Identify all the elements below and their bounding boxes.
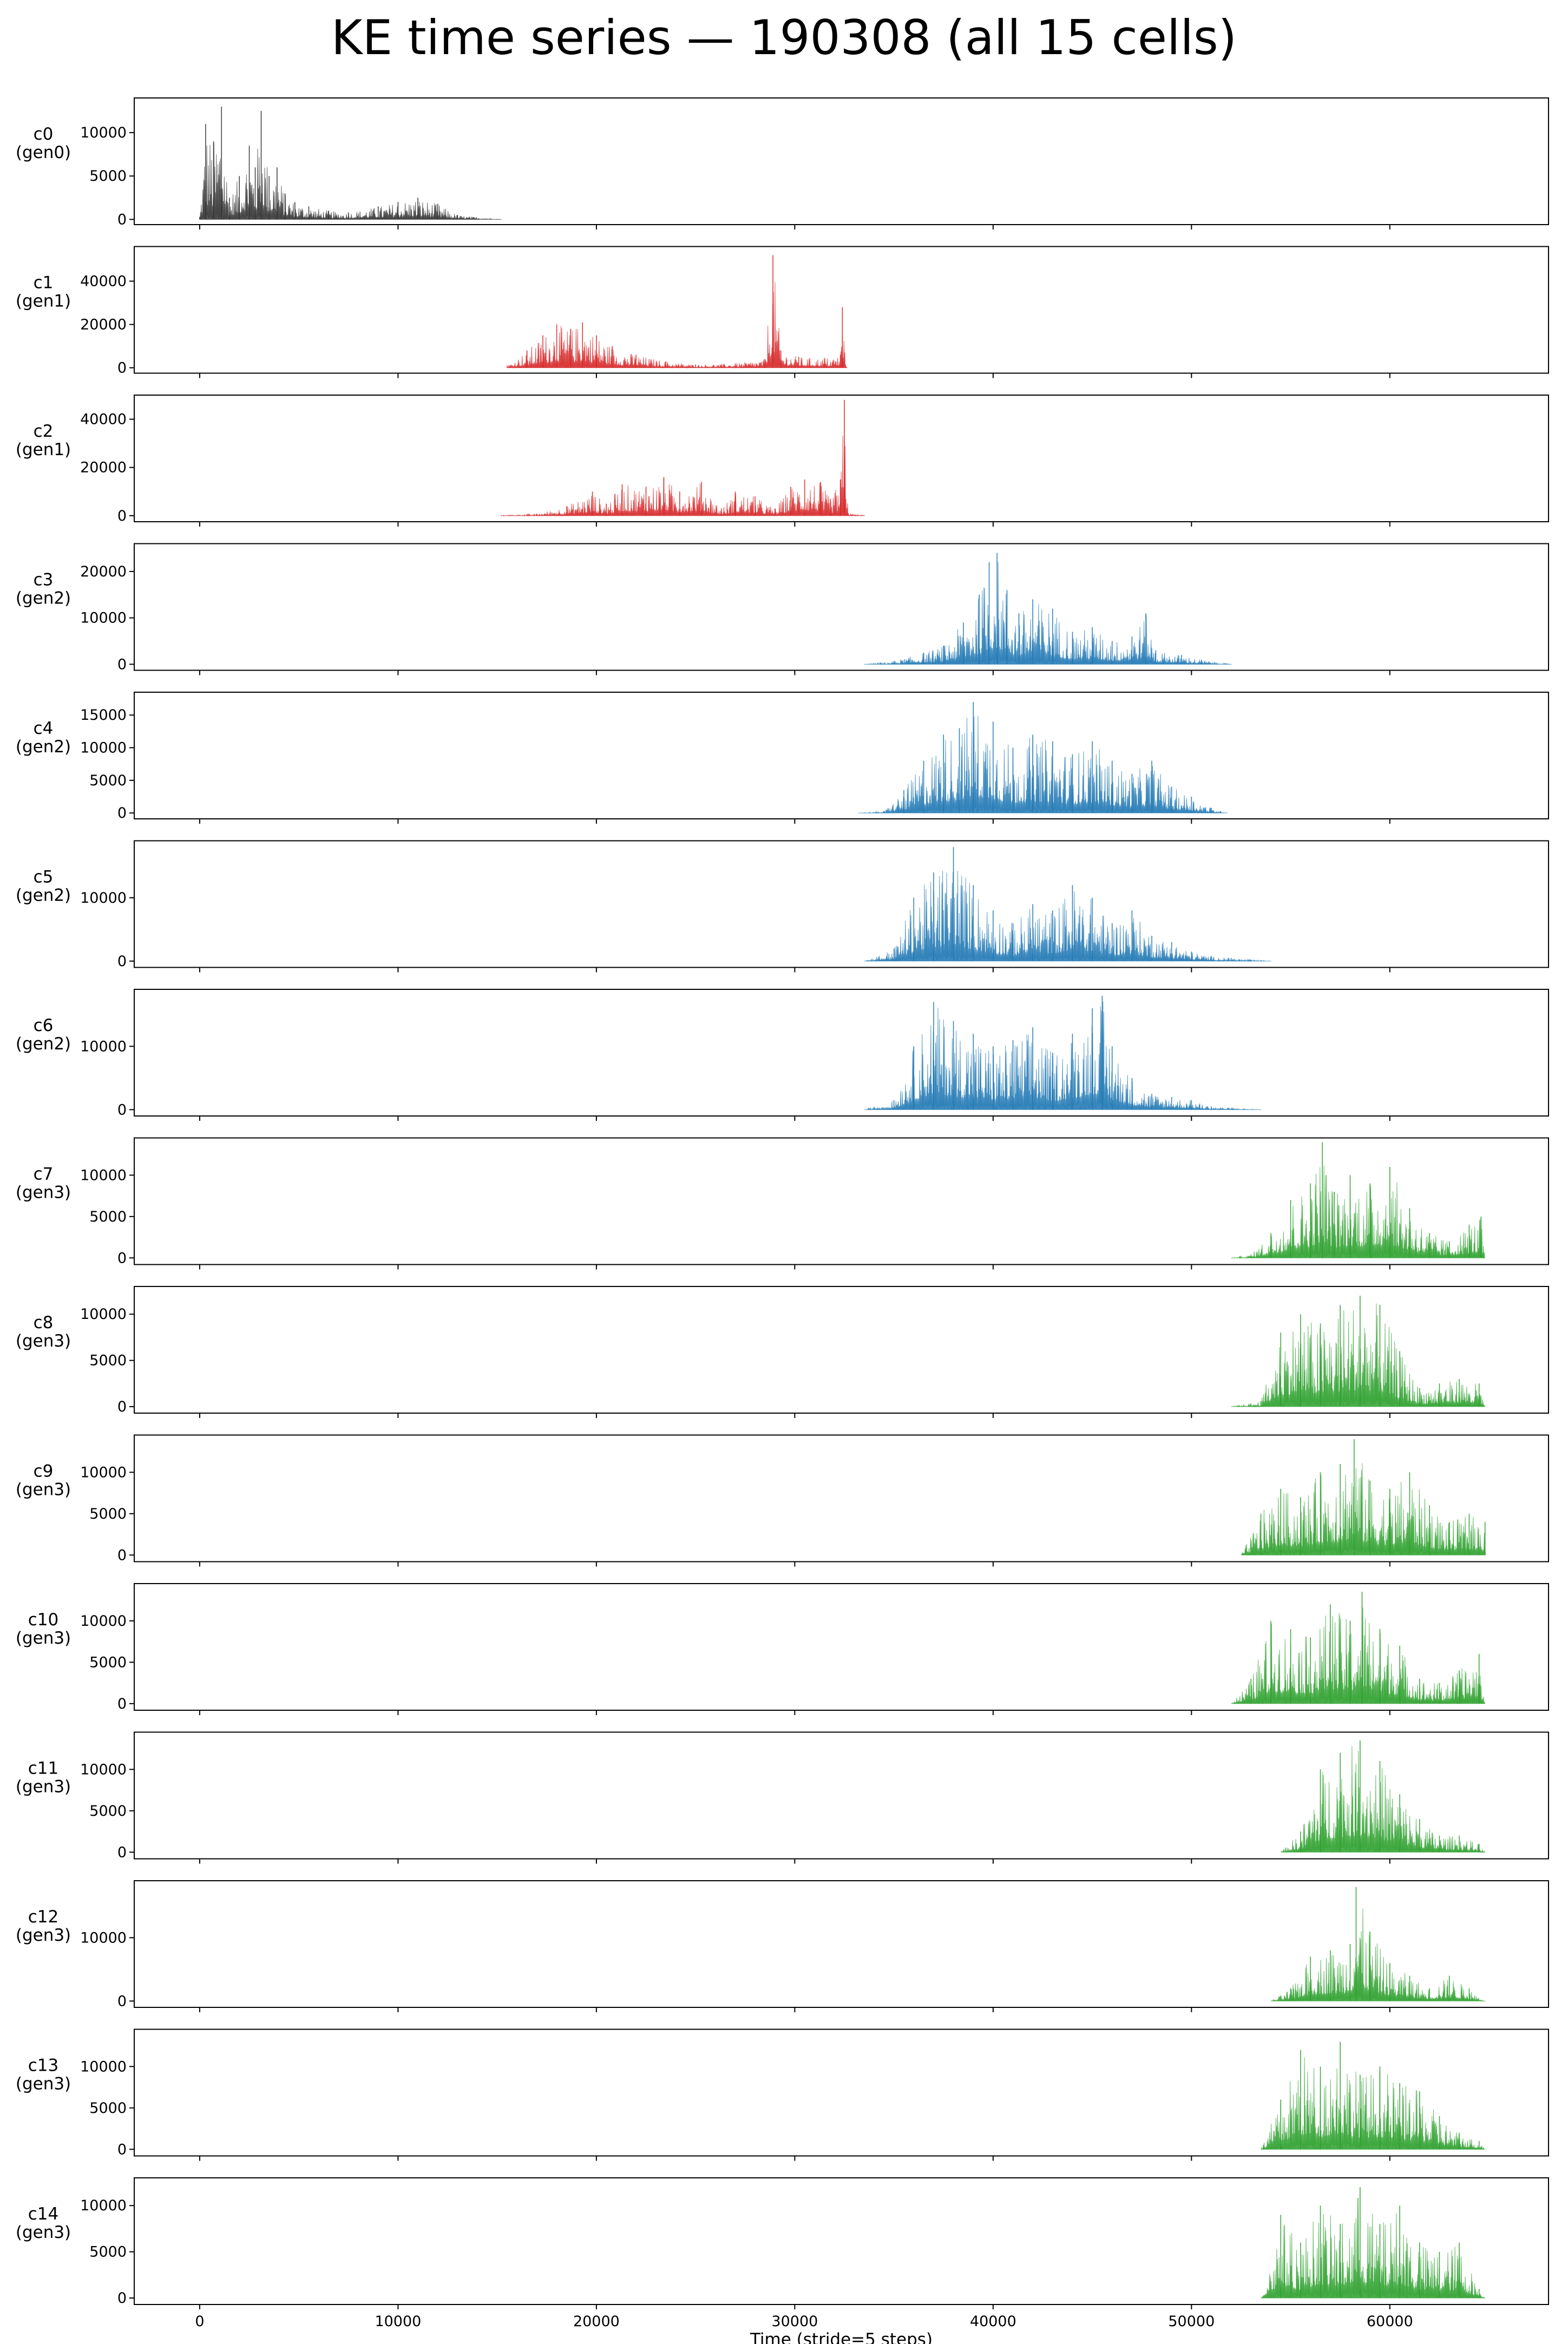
ytick-label-c14-0: 0 — [117, 2290, 127, 2307]
series-c9 — [1241, 1463, 1486, 1555]
panel-frame-c3 — [134, 543, 1549, 671]
panel-frame-c11 — [134, 1731, 1549, 1860]
ytick-label-c8-5000: 5000 — [89, 1352, 127, 1369]
panel-label-c13: c13 (gen3) — [16, 2056, 71, 2094]
panel-frame-c14 — [134, 2177, 1549, 2305]
panel-label-c10: c10 (gen3) — [16, 1610, 71, 1648]
panel-frame-c7 — [134, 1137, 1549, 1265]
ytick-label-c10-5000: 5000 — [89, 1654, 127, 1671]
panel-frame-c8 — [134, 1286, 1549, 1414]
xtick-label-10000: 10000 — [375, 2313, 421, 2330]
ytick-label-c5-10000: 10000 — [80, 890, 127, 907]
panel-frame-c2 — [134, 395, 1549, 522]
xtick-label-40000: 40000 — [970, 2313, 1016, 2330]
ytick-label-c3-10000: 10000 — [80, 610, 127, 627]
series-c4 — [858, 715, 1228, 814]
panel-frame-c10 — [134, 1583, 1549, 1711]
series-c2 — [501, 435, 865, 517]
panel-label-c7: c7 (gen3) — [16, 1165, 71, 1203]
panel-frame-c12 — [134, 1880, 1549, 2008]
ytick-label-c0-5000: 5000 — [89, 168, 127, 185]
panel-label-c11: c11 (gen3) — [16, 1759, 71, 1797]
xtick-label-30000: 30000 — [771, 2313, 818, 2330]
ytick-label-c1-20000: 20000 — [80, 317, 127, 333]
ytick-label-c3-20000: 20000 — [80, 563, 127, 580]
ytick-label-c11-5000: 5000 — [89, 1803, 127, 1820]
ytick-label-c9-10000: 10000 — [80, 1464, 127, 1481]
panel-label-c1: c1 (gen1) — [16, 273, 71, 311]
panel-label-c0: c0 (gen0) — [16, 124, 71, 162]
series-c0 — [199, 143, 502, 221]
ytick-label-c1-0: 0 — [117, 360, 127, 377]
panel-frame-c5 — [134, 840, 1549, 968]
series-c13 — [1261, 2057, 1486, 2151]
ytick-label-c8-0: 0 — [117, 1398, 127, 1415]
xtick-label-0: 0 — [195, 2313, 204, 2330]
ytick-label-c5-0: 0 — [117, 953, 127, 970]
ytick-label-c0-10000: 10000 — [80, 124, 127, 141]
x-axis-label: Time (stride=5 steps) — [750, 2330, 933, 2344]
ytick-label-c14-10000: 10000 — [80, 2197, 127, 2214]
ytick-label-c7-0: 0 — [117, 1250, 127, 1266]
panel-label-c9: c9 (gen3) — [16, 1462, 71, 1500]
ytick-label-c10-0: 0 — [117, 1696, 127, 1712]
ytick-label-c14-5000: 5000 — [89, 2244, 127, 2261]
panel-frame-c13 — [134, 2028, 1549, 2157]
ytick-label-c3-0: 0 — [117, 656, 127, 673]
ytick-label-c9-5000: 5000 — [89, 1506, 127, 1522]
ytick-label-c4-0: 0 — [117, 805, 127, 822]
series-c5 — [864, 870, 1271, 962]
ytick-label-c2-0: 0 — [117, 508, 127, 524]
ytick-label-c12-0: 0 — [117, 1993, 127, 2010]
ytick-label-c6-0: 0 — [117, 1101, 127, 1118]
ytick-label-c9-0: 0 — [117, 1547, 127, 1564]
panel-frame-c9 — [134, 1434, 1549, 1562]
series-c10 — [1231, 1607, 1486, 1704]
panel-label-c3: c3 (gen2) — [16, 570, 71, 608]
ytick-label-c4-10000: 10000 — [80, 740, 127, 757]
ytick-label-c6-10000: 10000 — [80, 1038, 127, 1055]
series-c3 — [864, 561, 1232, 666]
panel-frame-c4 — [134, 692, 1549, 819]
series-c7 — [1231, 1165, 1486, 1259]
ytick-label-c11-0: 0 — [117, 1844, 127, 1861]
panel-label-c14: c14 (gen3) — [16, 2204, 71, 2242]
xtick-label-50000: 50000 — [1168, 2313, 1215, 2330]
xtick-label-20000: 20000 — [573, 2313, 620, 2330]
xtick-label-60000: 60000 — [1367, 2313, 1413, 2330]
series-c8 — [1231, 1303, 1486, 1408]
panel-frame-c0 — [134, 97, 1549, 225]
ytick-label-c7-5000: 5000 — [89, 1209, 127, 1225]
series-c12 — [1270, 1908, 1486, 2002]
ytick-label-c13-5000: 5000 — [89, 2100, 127, 2117]
series-c11 — [1281, 1746, 1486, 1853]
ytick-label-c4-5000: 5000 — [89, 772, 127, 789]
panel-frame-c1 — [134, 246, 1549, 374]
ytick-label-c2-20000: 20000 — [80, 459, 127, 476]
ytick-label-c4-15000: 15000 — [80, 707, 127, 724]
series-c6 — [864, 1001, 1262, 1111]
ytick-label-c10-10000: 10000 — [80, 1613, 127, 1630]
ytick-label-c8-10000: 10000 — [80, 1306, 127, 1323]
ytick-label-c13-0: 0 — [117, 2141, 127, 2158]
ytick-label-c12-10000: 10000 — [80, 1929, 127, 1946]
panel-label-c12: c12 (gen3) — [16, 1907, 71, 1945]
panel-label-c8: c8 (gen3) — [16, 1313, 71, 1351]
ytick-label-c0-0: 0 — [117, 211, 127, 228]
panel-label-c6: c6 (gen2) — [16, 1016, 71, 1054]
panel-frame-c6 — [134, 989, 1549, 1117]
ytick-label-c11-10000: 10000 — [80, 1761, 127, 1778]
panel-label-c5: c5 (gen2) — [16, 868, 71, 905]
ytick-label-c13-10000: 10000 — [80, 2058, 127, 2075]
panel-label-c4: c4 (gen2) — [16, 719, 71, 757]
series-c14 — [1261, 2197, 1486, 2299]
ytick-label-c7-10000: 10000 — [80, 1167, 127, 1184]
series-c1 — [507, 282, 848, 369]
ytick-label-c2-40000: 40000 — [80, 411, 127, 428]
ytick-label-c1-40000: 40000 — [80, 273, 127, 290]
panel-label-c2: c2 (gen1) — [16, 422, 71, 459]
figure-title: KE time series — 190308 (all 15 cells) — [331, 10, 1237, 65]
